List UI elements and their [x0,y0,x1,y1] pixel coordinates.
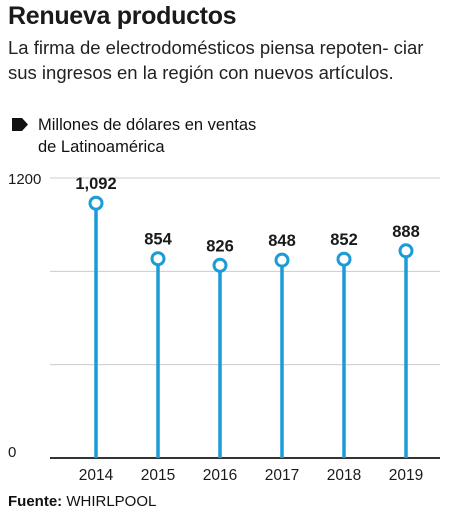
lollipop-dot [150,251,166,267]
x-tick-label: 2016 [203,467,237,484]
lollipop-dot [336,251,352,267]
lollipop-chart: 1200 0 1,092 2014 854 2015 826 2016 848 2017 852 20… [8,171,440,484]
source-label: Fuente: [8,493,63,510]
x-tick-label: 2018 [327,467,361,484]
data-label: 848 [268,232,296,250]
x-tick-label: 2017 [265,467,299,484]
lollipop-dot [274,252,290,268]
data-label: 888 [392,223,420,241]
legend-label-line1: Millones de dólares en ventas [38,116,257,134]
source-value: WHIRLPOOL [66,493,157,510]
x-tick-label: 2014 [79,467,114,484]
lollipop-dot [398,243,414,259]
data-label: 826 [206,237,234,255]
data-label: 854 [144,231,172,249]
data-label: 1,092 [75,175,116,193]
x-tick-label: 2019 [389,467,423,484]
y-tick-label: 1200 [8,171,41,188]
y-tick-label: 0 [8,444,16,461]
data-label: 852 [330,231,358,249]
source-note: Fuente: WHIRLPOOL [8,493,156,510]
lollipop-dot [88,195,104,211]
chart-subtitle: La firma de electrodomésticos piensa rep… [8,37,424,83]
x-tick-label: 2015 [141,467,175,484]
legend-marker-icon [12,118,28,131]
lollipop-dot [212,257,228,273]
legend-label-line2: de Latinoamérica [38,138,165,156]
chart-title: Renueva productos [8,2,237,30]
